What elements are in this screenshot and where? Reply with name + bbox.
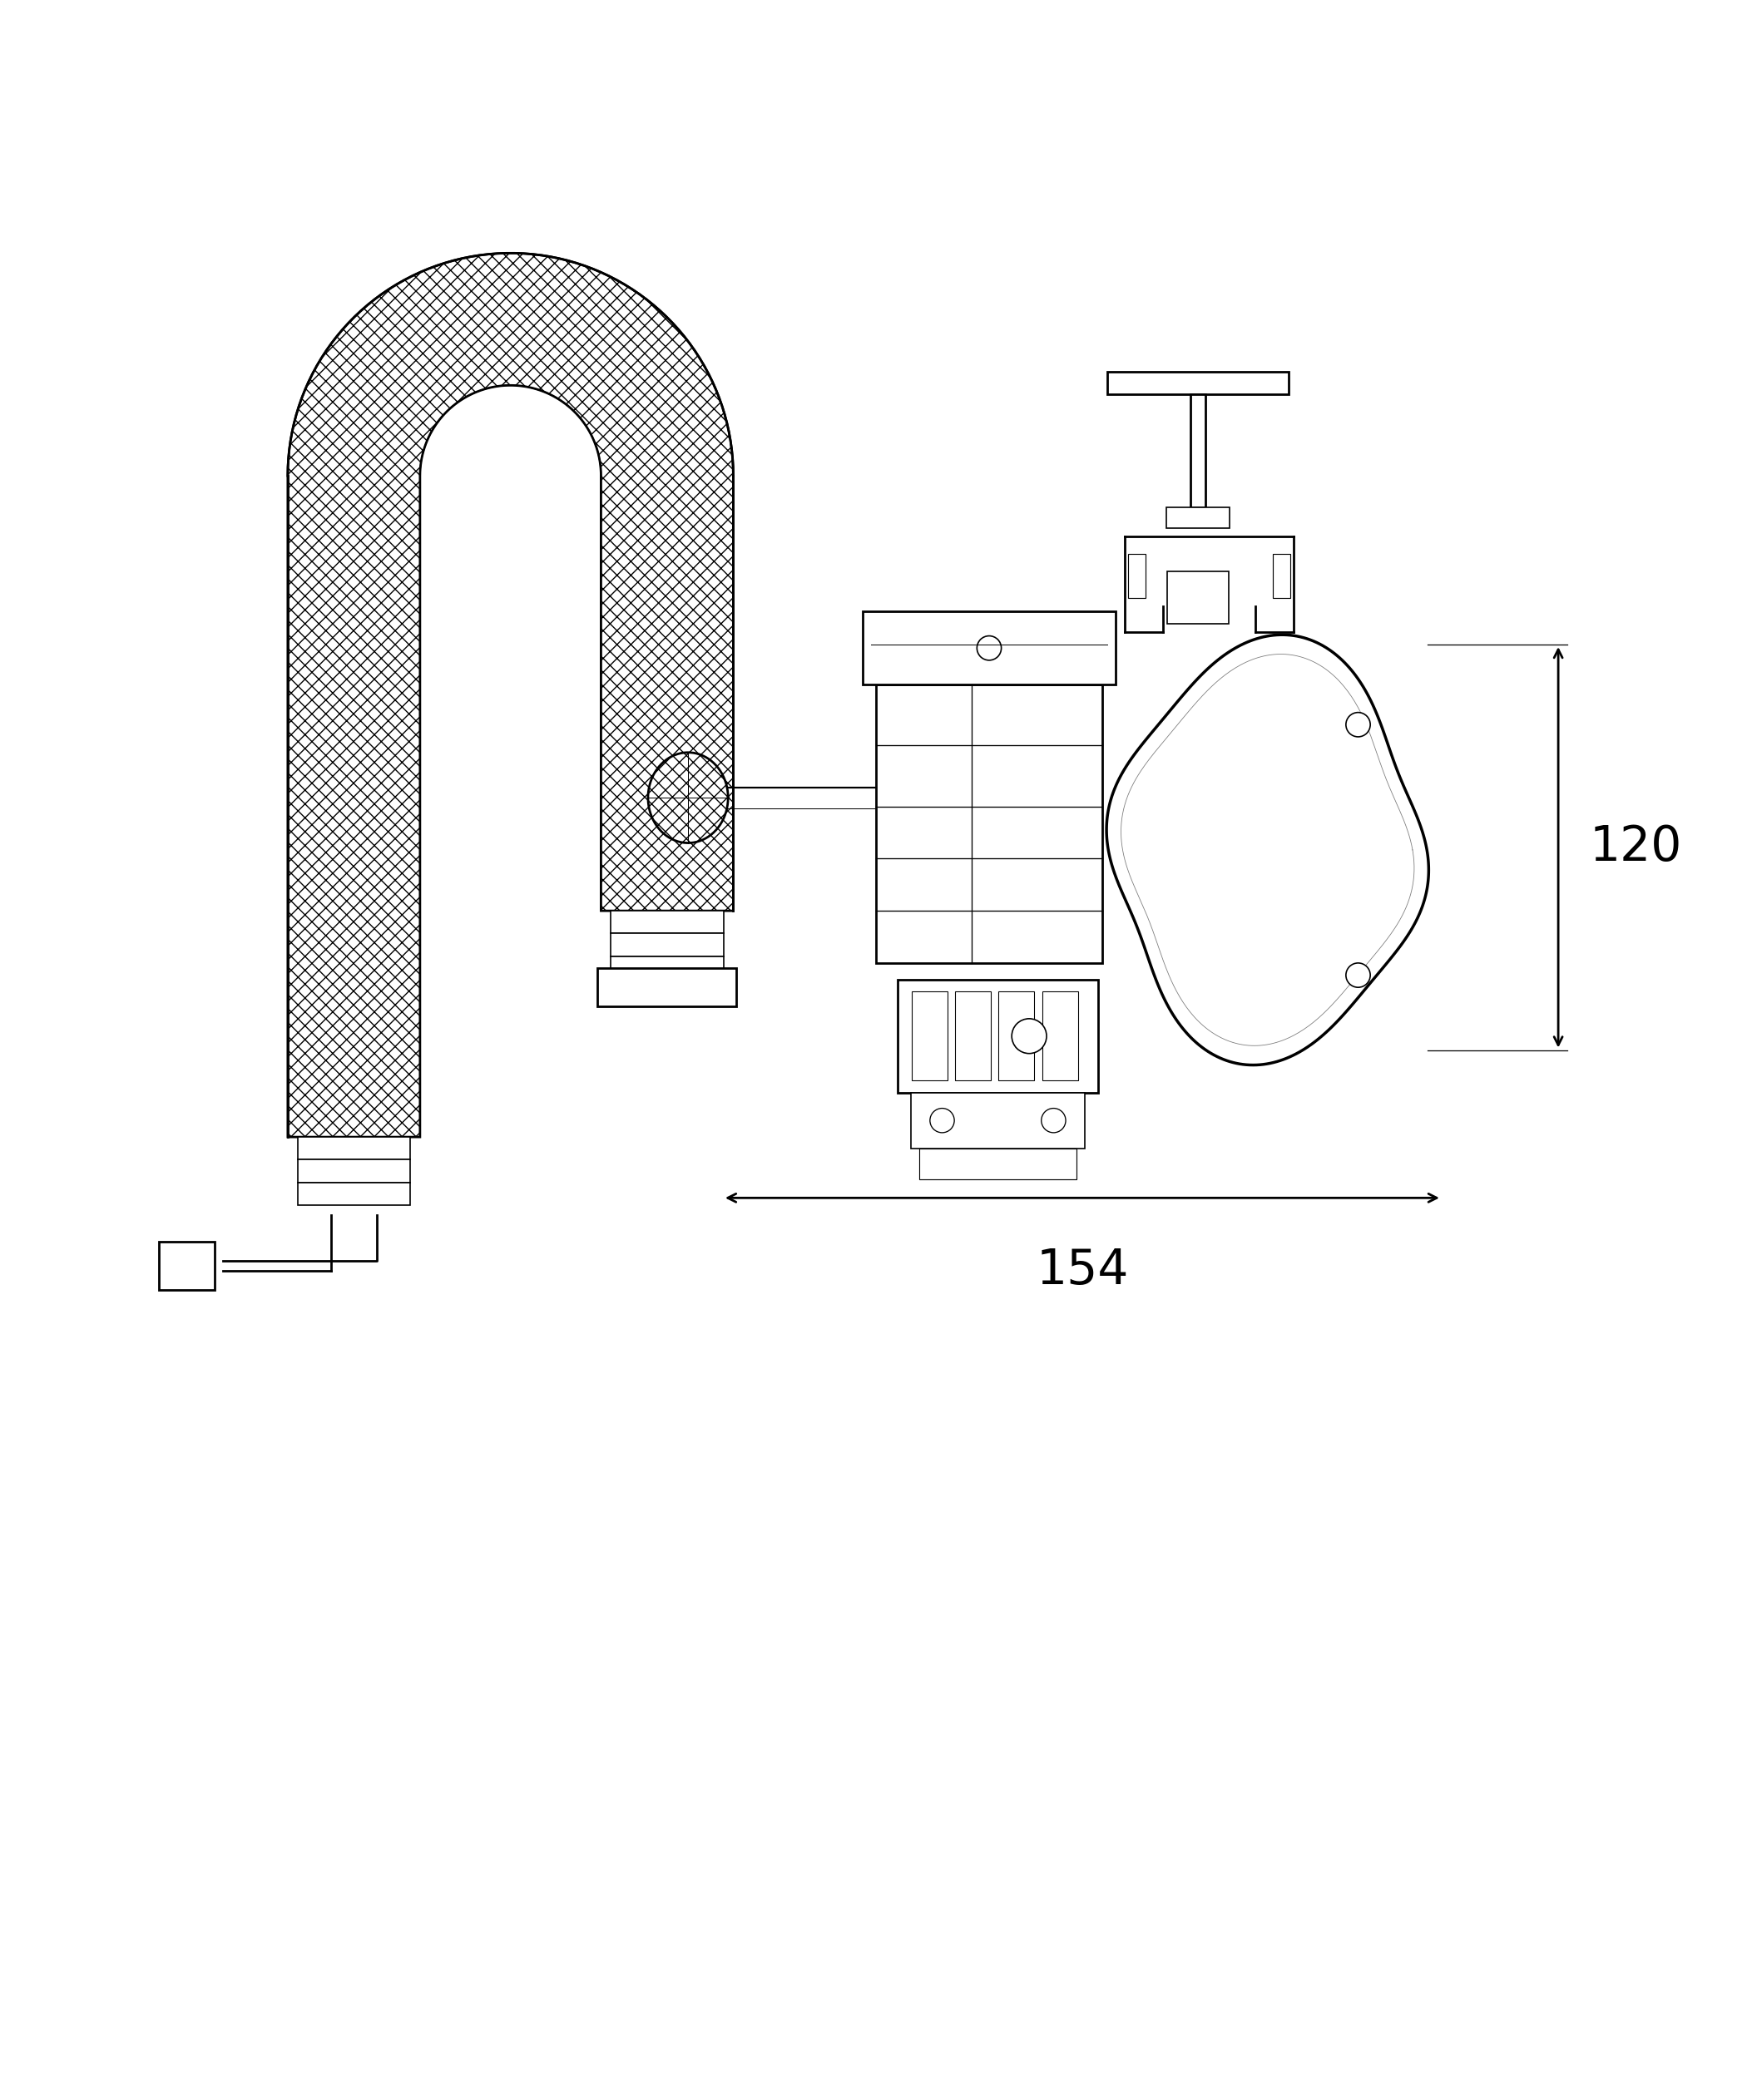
Bar (862, 611, 1116, 685)
Bar (611, 932, 724, 956)
Circle shape (978, 636, 1002, 659)
Bar (911, 991, 948, 1079)
Bar (1042, 991, 1077, 1079)
Bar (911, 1092, 1084, 1149)
Bar (920, 1149, 1076, 1180)
Polygon shape (287, 254, 734, 1136)
Text: 154: 154 (1035, 1247, 1128, 1294)
Bar (1190, 395, 1205, 506)
Bar (611, 911, 724, 932)
Bar (897, 979, 1099, 1092)
Bar (1272, 554, 1289, 598)
Circle shape (930, 1109, 955, 1132)
Bar (597, 968, 736, 1006)
Circle shape (1011, 1018, 1046, 1054)
Bar (999, 991, 1034, 1079)
Bar (1167, 506, 1230, 527)
Bar (876, 685, 1102, 964)
Bar (298, 1182, 410, 1205)
Polygon shape (1107, 634, 1428, 1065)
Bar (298, 1136, 410, 1159)
Circle shape (1041, 1109, 1065, 1132)
Circle shape (1346, 712, 1370, 737)
Bar (159, 1241, 215, 1289)
Bar (955, 991, 992, 1079)
Bar (611, 956, 724, 979)
Text: 120: 120 (1589, 823, 1682, 872)
Circle shape (1346, 964, 1370, 987)
Bar (1128, 554, 1146, 598)
Bar (1167, 571, 1228, 624)
Bar (298, 1159, 410, 1182)
Bar (1107, 372, 1288, 395)
